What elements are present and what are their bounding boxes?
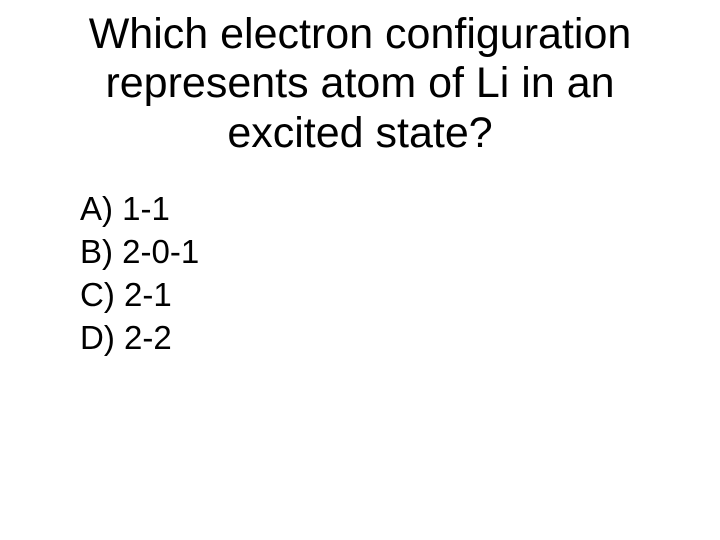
option-c: C) 2-1 bbox=[80, 274, 680, 317]
option-b: B) 2-0-1 bbox=[80, 231, 680, 274]
slide: Which electron configuration represents … bbox=[0, 0, 720, 540]
option-a: A) 1-1 bbox=[80, 188, 680, 231]
option-d: D) 2-2 bbox=[80, 317, 680, 360]
question-title: Which electron configuration represents … bbox=[40, 10, 680, 158]
options-list: A) 1-1 B) 2-0-1 C) 2-1 D) 2-2 bbox=[80, 188, 680, 360]
